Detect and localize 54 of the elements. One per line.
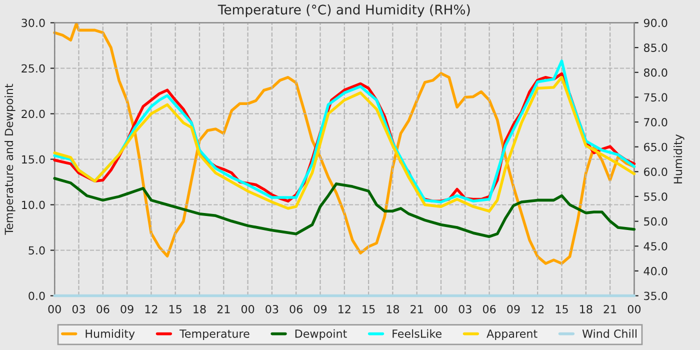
y-tick-label: 10.0 xyxy=(22,200,45,210)
y2-tick-label: 90.0 xyxy=(644,18,668,28)
legend-label: FeelsLike xyxy=(392,329,442,338)
legend-label: Apparent xyxy=(486,330,538,340)
x-tick-label: 06 xyxy=(96,304,110,314)
y2-tick-label: 45.0 xyxy=(644,242,668,250)
x-tick-label: 00 xyxy=(434,304,448,314)
x-tick-label: 03 xyxy=(458,304,472,314)
x-tick-label: 15 xyxy=(362,305,375,314)
y-tick-label: 5.0 xyxy=(28,246,45,255)
x-tick-label: 21 xyxy=(410,304,423,314)
y2-tick-label: 75.0 xyxy=(644,93,668,102)
x-tick-label: 12 xyxy=(338,304,350,314)
x-tick-label: 15 xyxy=(170,305,182,314)
y-tick-label: 20.0 xyxy=(22,110,45,118)
y2-tick-label: 50.0 xyxy=(644,217,668,226)
line-series xyxy=(53,176,636,238)
y2-tick-label: 70.0 xyxy=(644,118,668,126)
x-tick-label: 03 xyxy=(266,304,278,314)
x-tick-label: 09 xyxy=(120,304,134,314)
legend-label: Dewpoint xyxy=(295,329,347,340)
y-tick-label: 30.0 xyxy=(22,18,45,28)
y2-tick-label: 55.0 xyxy=(644,192,668,201)
legend-label: Temperature xyxy=(179,330,250,340)
x-tick-label: 06 xyxy=(290,304,302,314)
x-tick-label: 00 xyxy=(241,304,254,314)
x-tick-label: 15 xyxy=(556,305,568,314)
x-tick-label: 00 xyxy=(628,304,641,314)
y2-axis-title: Humidity xyxy=(674,134,684,184)
y-tick-label: 25.0 xyxy=(22,64,45,73)
y-tick-label: 0.0 xyxy=(28,292,45,300)
legend-label: Wind Chill xyxy=(582,329,636,338)
y2-tick-label: 35.0 xyxy=(644,292,668,300)
chart-title: Temperature (°C) and Humidity (RH%) xyxy=(218,4,470,18)
x-tick-label: 00 xyxy=(48,304,61,314)
x-tick-label: 03 xyxy=(72,304,85,314)
y-axis-title: Temperature and Dewpoint xyxy=(4,84,16,235)
x-tick-label: 12 xyxy=(532,304,544,314)
y2-tick-label: 65.0 xyxy=(644,142,668,152)
x-tick-label: 12 xyxy=(145,304,158,314)
y2-tick-label: 80.0 xyxy=(644,68,668,77)
x-tick-label: 09 xyxy=(507,304,520,314)
y2-tick-label: 85.0 xyxy=(644,44,668,52)
x-tick-label: 21 xyxy=(604,304,616,314)
y2-tick-label: 40.0 xyxy=(644,266,668,276)
x-tick-label: 21 xyxy=(217,304,230,314)
y-tick-label: 15.0 xyxy=(22,155,45,164)
y2-tick-label: 60.0 xyxy=(644,168,668,176)
x-tick-label: 18 xyxy=(386,304,400,314)
x-tick-label: 18 xyxy=(580,304,592,314)
legend-label: Humidity xyxy=(86,329,135,340)
x-tick-label: 06 xyxy=(482,304,496,314)
x-tick-label: 18 xyxy=(194,304,206,314)
x-tick-label: 09 xyxy=(314,304,327,314)
